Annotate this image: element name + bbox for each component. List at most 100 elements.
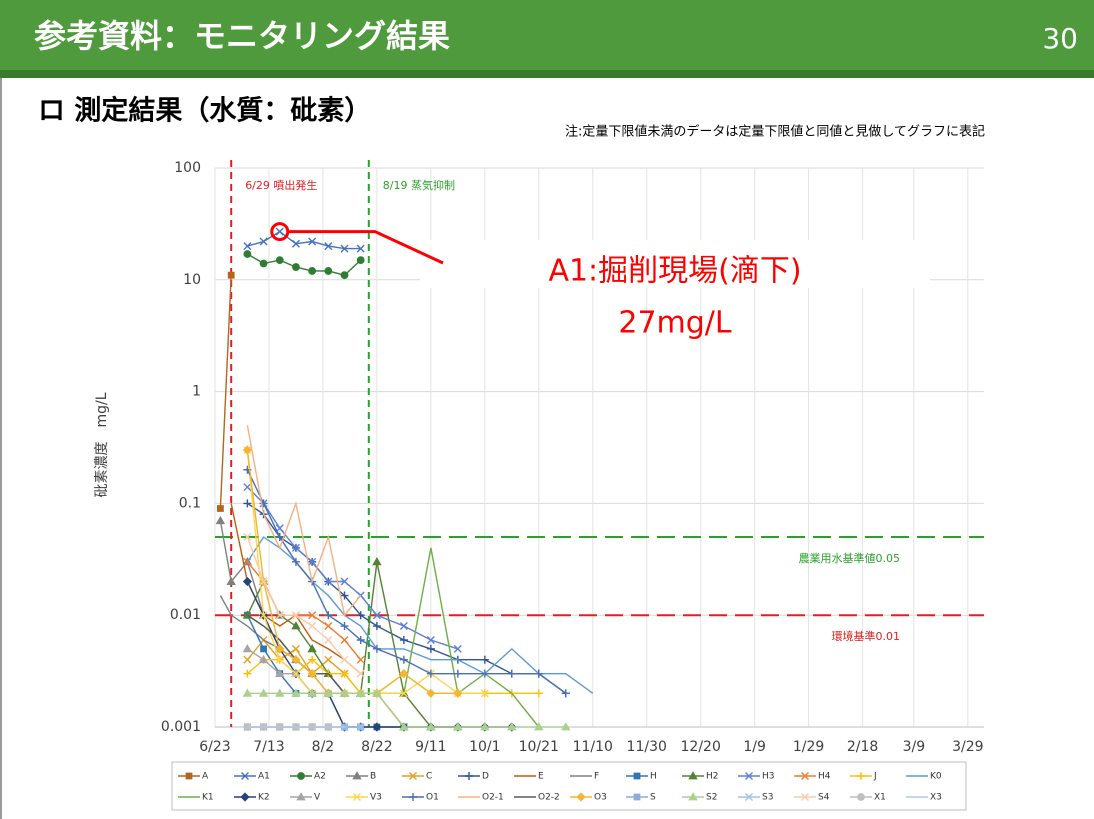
marker <box>240 792 250 802</box>
header-rule <box>0 70 1094 78</box>
legend-label: H <box>650 772 657 782</box>
series-line <box>246 536 362 675</box>
marker <box>340 669 349 678</box>
marker <box>340 655 349 664</box>
marker <box>242 445 252 455</box>
marker <box>275 668 285 678</box>
series-line <box>246 425 362 617</box>
legend-label: K1 <box>202 793 214 803</box>
marker <box>243 483 252 492</box>
marker <box>308 557 317 566</box>
marker <box>243 242 252 251</box>
marker <box>399 622 408 631</box>
legend-item: F <box>570 772 599 782</box>
legend-label: O3 <box>594 793 607 803</box>
marker <box>275 688 285 697</box>
legend-box <box>171 761 967 811</box>
marker <box>339 688 350 697</box>
marker <box>243 250 252 258</box>
marker <box>480 669 489 678</box>
x-tick-label: 10/21 <box>519 739 559 755</box>
legend-label: S2 <box>706 793 717 803</box>
marker <box>324 577 333 586</box>
subtitle: ロ 測定結果（水質：砒素） <box>38 95 371 127</box>
series-line <box>246 638 405 728</box>
legend-item: O1 <box>402 793 439 803</box>
marker <box>259 237 268 246</box>
legend-item: K2 <box>234 792 270 803</box>
legend-label: B <box>370 772 376 782</box>
series-line <box>219 275 232 509</box>
legend-item: O2-1 <box>458 793 504 803</box>
annotation-title: A1:掘削現場(滴下) <box>548 254 801 289</box>
marker <box>242 644 253 653</box>
marker <box>259 611 268 620</box>
legend-label: K0 <box>930 772 942 782</box>
marker <box>323 688 334 697</box>
marker <box>308 611 317 620</box>
marker <box>857 793 865 801</box>
x-tick-label: 1/29 <box>793 739 824 755</box>
x-tick-label: 1/9 <box>743 739 766 755</box>
marker <box>308 622 317 631</box>
legend-item: H <box>626 772 657 782</box>
marker <box>258 688 269 697</box>
legend-item: E <box>514 772 544 782</box>
legend-item: S <box>626 793 656 803</box>
marker <box>275 256 284 265</box>
marker <box>275 611 284 620</box>
marker <box>801 772 809 780</box>
series-line <box>247 648 361 694</box>
marker <box>426 688 436 698</box>
marker <box>324 655 333 664</box>
marker <box>324 636 333 644</box>
legend-item: S2 <box>682 792 717 803</box>
marker <box>243 499 252 508</box>
marker <box>352 771 362 780</box>
marker <box>356 244 365 253</box>
legend-label: A1 <box>258 772 270 782</box>
x-tick-label: 8/2 <box>312 739 335 755</box>
marker <box>426 636 435 644</box>
marker <box>356 655 365 664</box>
marker <box>258 654 269 664</box>
annotation-label: 27mg/L <box>618 306 732 341</box>
marker <box>216 505 224 512</box>
marker <box>291 644 300 653</box>
marker <box>324 267 333 275</box>
marker <box>399 689 408 698</box>
y-tick-label: 0.1 <box>179 495 201 511</box>
reference-label: 環境基準0.01 <box>832 629 901 643</box>
legend-label: E <box>538 772 544 782</box>
marker <box>372 688 382 697</box>
marker <box>243 669 252 678</box>
marker <box>399 655 408 664</box>
marker <box>353 793 361 801</box>
marker <box>227 271 235 279</box>
marker <box>291 557 300 566</box>
legend-label: H2 <box>706 772 719 782</box>
marker <box>291 611 300 620</box>
marker <box>409 772 417 780</box>
marker <box>372 557 382 566</box>
marker <box>260 645 267 653</box>
legend-label: V <box>314 793 321 803</box>
marker <box>688 792 698 801</box>
marker <box>340 723 349 731</box>
series-line <box>246 486 459 650</box>
x-tick-label: 8/22 <box>361 739 392 755</box>
marker <box>308 237 317 246</box>
marker <box>507 669 516 678</box>
y-tick-label: 10 <box>183 272 201 288</box>
legend-item: X1 <box>850 793 886 803</box>
marker <box>372 622 381 631</box>
marker <box>324 242 333 251</box>
marker <box>399 669 409 679</box>
marker <box>324 611 333 620</box>
marker <box>465 772 473 780</box>
legend-label: V3 <box>370 793 382 803</box>
x-tick-label: 7/13 <box>253 739 284 755</box>
marker <box>340 591 349 600</box>
marker <box>745 772 753 780</box>
legend-item: A1 <box>234 772 270 782</box>
